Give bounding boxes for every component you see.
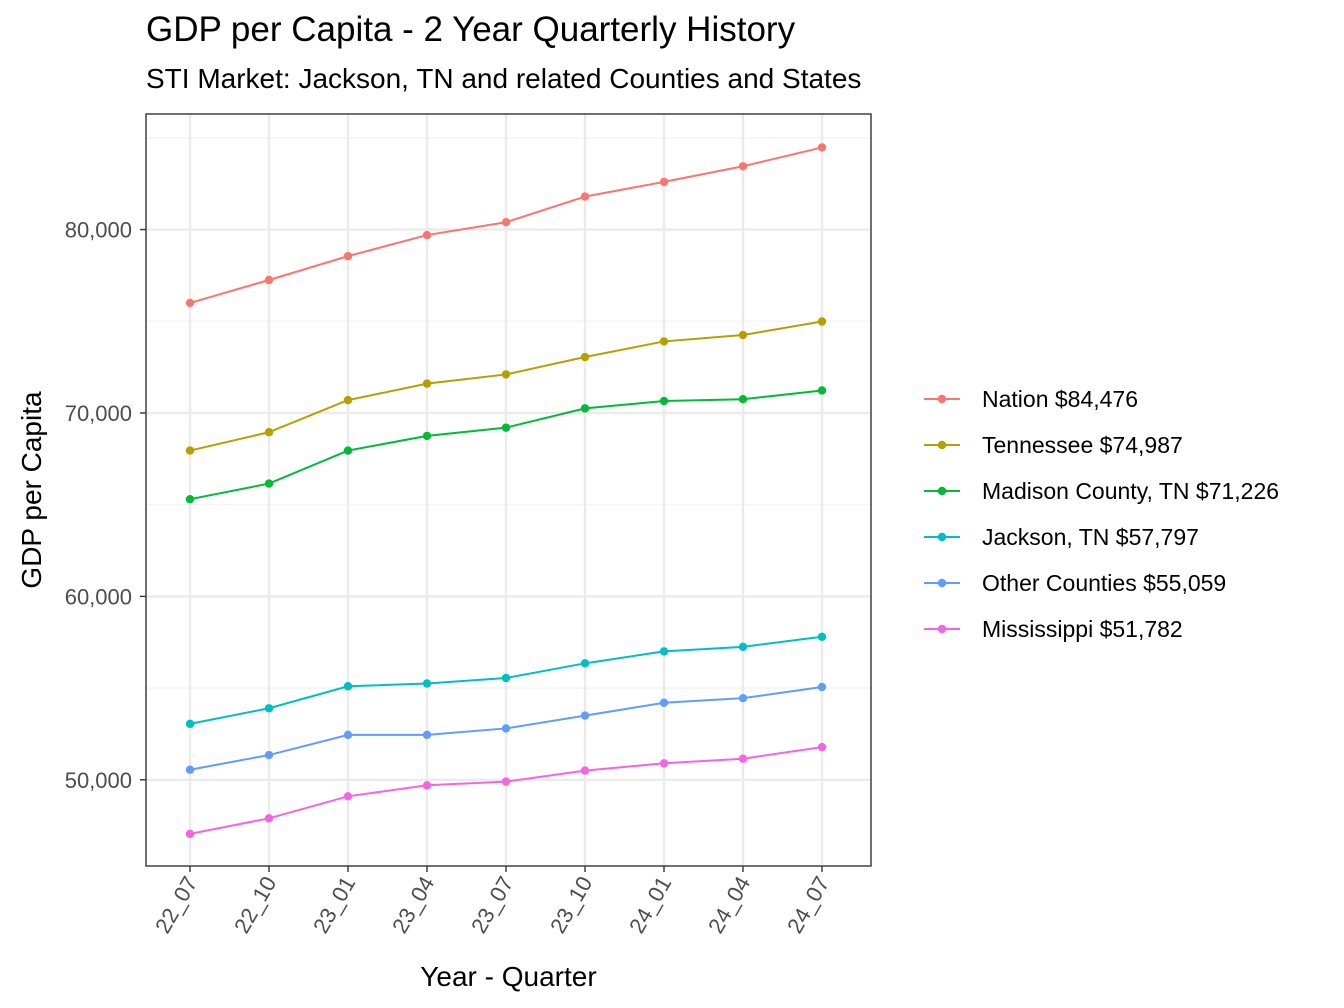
- data-point: [817, 742, 827, 752]
- data-point: [659, 647, 669, 656]
- data-point: [501, 777, 511, 786]
- data-point: [343, 251, 353, 261]
- data-point: [659, 177, 669, 187]
- legend-key-point: [937, 486, 947, 496]
- y-axis-title: GDP per Capita: [16, 391, 47, 589]
- data-point: [738, 693, 748, 703]
- data-point: [422, 230, 432, 240]
- data-point: [817, 632, 827, 641]
- data-point: [343, 730, 353, 740]
- data-point: [185, 446, 195, 455]
- data-point: [817, 682, 827, 692]
- y-tick-label: 70,000: [65, 401, 132, 426]
- chart-title: GDP per Capita - 2 Year Quarterly Histor…: [146, 10, 796, 49]
- data-point: [422, 679, 432, 688]
- legend-label: Nation $84,476: [982, 386, 1138, 412]
- x-axis-title: Year - Quarter: [420, 961, 596, 992]
- data-point: [264, 428, 274, 437]
- data-point: [264, 275, 274, 285]
- legend-label: Madison County, TN $71,226: [982, 478, 1279, 504]
- data-point: [264, 704, 274, 713]
- data-point: [659, 396, 669, 406]
- data-point: [738, 754, 748, 763]
- series-layer: [185, 143, 827, 839]
- data-point: [659, 698, 669, 707]
- data-point: [343, 682, 353, 691]
- data-point: [580, 352, 590, 362]
- data-point: [501, 218, 511, 227]
- x-tick-label: 23_10: [545, 872, 597, 937]
- data-point: [738, 330, 748, 340]
- data-point: [343, 446, 353, 455]
- data-point: [185, 765, 195, 774]
- data-point: [817, 143, 827, 152]
- x-tick-label: 24_07: [782, 872, 834, 937]
- data-point: [422, 730, 432, 740]
- legend: Nation $84,476 Tennessee $74,987 Madison C…: [924, 386, 1279, 642]
- data-point: [738, 395, 748, 404]
- plot-panel-border: [145, 113, 872, 867]
- data-point: [501, 673, 511, 683]
- data-point: [422, 781, 432, 790]
- legend-key-point: [937, 624, 947, 634]
- data-point: [185, 298, 195, 308]
- data-point: [264, 750, 274, 760]
- x-tick-label: 22_07: [150, 872, 202, 937]
- data-point: [817, 317, 827, 326]
- y-tick-label: 60,000: [65, 584, 132, 609]
- legend-key-point: [937, 532, 947, 542]
- data-point: [659, 337, 669, 346]
- data-point: [580, 659, 590, 668]
- data-point: [264, 814, 274, 823]
- y-tick-label: 80,000: [65, 218, 132, 243]
- data-point: [580, 766, 590, 775]
- x-tick-label: 22_10: [229, 872, 281, 937]
- major-gridlines: [146, 114, 871, 866]
- data-point: [185, 719, 195, 729]
- x-tick-label: 23_07: [466, 872, 518, 937]
- data-point: [501, 724, 511, 733]
- y-tick-label: 50,000: [65, 768, 132, 793]
- data-point: [738, 162, 748, 171]
- data-point: [659, 759, 669, 768]
- axes-layer: 50,000 60,000 70,000 80,000 22_07 22_10 23_01 2…: [65, 218, 835, 938]
- data-point: [580, 192, 590, 201]
- legend-key-point: [937, 578, 947, 588]
- data-point: [580, 404, 590, 413]
- legend-key-point: [937, 440, 947, 450]
- data-point: [343, 395, 353, 405]
- data-point: [185, 494, 195, 504]
- legend-label: Tennessee $74,987: [982, 432, 1183, 458]
- data-point: [422, 379, 432, 388]
- legend-label: Jackson, TN $57,797: [982, 524, 1199, 550]
- data-point: [738, 642, 748, 652]
- data-point: [264, 479, 274, 488]
- x-tick-label: 23_04: [387, 872, 439, 937]
- x-tick-label: 24_04: [703, 872, 755, 937]
- data-point: [343, 792, 353, 801]
- x-tick-label: 24_01: [624, 872, 676, 937]
- data-point: [817, 386, 827, 395]
- legend-key-point: [937, 394, 947, 404]
- x-tick-label: 23_01: [308, 872, 360, 937]
- data-point: [501, 423, 511, 432]
- chart-subtitle: STI Market: Jackson, TN and related Coun…: [146, 63, 862, 94]
- data-point: [501, 370, 511, 379]
- legend-label: Mississippi $51,782: [982, 616, 1183, 642]
- data-point: [422, 431, 432, 441]
- legend-label: Other Counties $55,059: [982, 570, 1226, 596]
- data-point: [185, 829, 195, 839]
- data-point: [580, 711, 590, 720]
- minor-gridlines: [146, 137, 871, 689]
